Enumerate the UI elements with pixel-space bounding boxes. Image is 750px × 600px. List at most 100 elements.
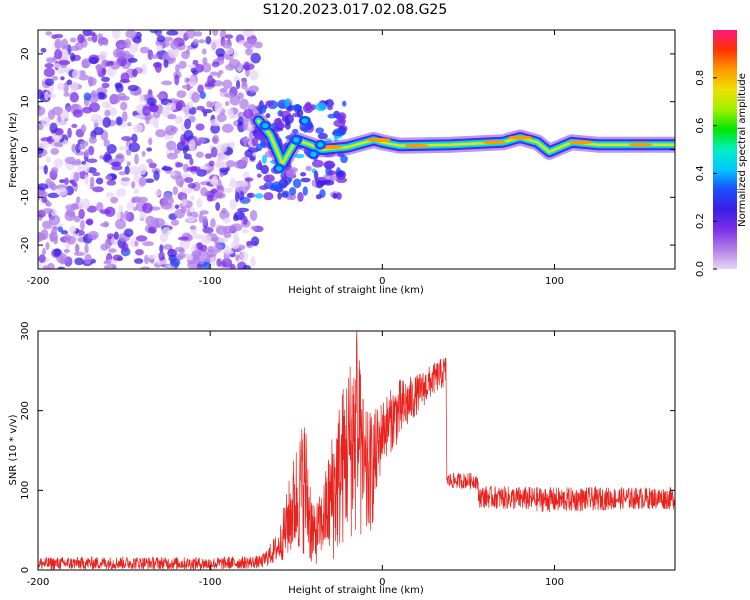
transition-blob (261, 154, 268, 164)
transition-blob (311, 159, 324, 168)
noise-blob (100, 222, 109, 227)
noise-blob (131, 197, 140, 203)
noise-blob (97, 33, 103, 40)
transition-blob (315, 127, 324, 134)
noise-blob (127, 84, 139, 92)
noise-blob (161, 226, 171, 237)
x-tick-label: 0 (379, 276, 385, 287)
noise-blob (84, 243, 89, 254)
noise-blob (221, 123, 234, 134)
noise-blob (215, 47, 226, 57)
noise-blob (203, 261, 211, 269)
transition-blob (256, 173, 262, 178)
noise-blob (166, 152, 178, 160)
noise-blob (71, 143, 77, 153)
transition-blob (305, 165, 312, 172)
noise-blob (53, 158, 64, 168)
transition-blob (323, 162, 336, 168)
noise-blob (44, 78, 55, 86)
noise-blob (219, 87, 228, 93)
noise-blob (92, 172, 101, 177)
transition-blob (338, 118, 347, 124)
noise-blob (134, 153, 139, 165)
transition-blob (315, 102, 327, 112)
noise-blob (174, 204, 180, 210)
noise-blob (188, 106, 197, 115)
noise-blob (167, 113, 177, 120)
noise-blob (46, 57, 56, 64)
noise-blob (196, 197, 203, 208)
noise-blob (175, 101, 183, 112)
noise-blob (83, 162, 90, 173)
transition-patch-core (276, 166, 283, 172)
ridge-hot-core (366, 137, 391, 142)
transition-blob (263, 174, 275, 183)
noise-blob (60, 48, 69, 59)
transition-blob (259, 185, 269, 191)
noise-blob (200, 234, 213, 244)
noise-blob (147, 226, 155, 234)
noise-blob (116, 210, 121, 220)
noise-blob (84, 174, 89, 186)
noise-blob (105, 192, 115, 198)
noise-blob (181, 199, 188, 207)
noise-blob (51, 106, 64, 116)
noise-blob (159, 244, 164, 253)
noise-blob (228, 58, 241, 69)
noise-blob (121, 50, 131, 59)
noise-blob (89, 176, 95, 187)
noise-blob (138, 93, 145, 103)
noise-blob (118, 204, 124, 212)
transition-blob (300, 177, 311, 183)
noise-blob (205, 249, 218, 257)
noise-blob (196, 169, 207, 177)
noise-blob (115, 116, 123, 126)
noise-blob (72, 109, 83, 118)
noise-blob (40, 47, 47, 53)
noise-blob (118, 171, 126, 176)
noise-blob (222, 79, 233, 89)
noise-blob (74, 243, 80, 254)
noise-blob (245, 48, 253, 56)
noise-blob (80, 124, 87, 133)
noise-blob (70, 81, 79, 91)
noise-blob (77, 33, 85, 44)
noise-blob (211, 61, 220, 68)
noise-blob (41, 196, 48, 203)
noise-blob (70, 103, 79, 111)
noise-blob (123, 210, 130, 221)
noise-blob (80, 219, 85, 231)
ridge-hot-core (508, 135, 533, 140)
noise-blob (75, 196, 81, 204)
noise-blob (155, 129, 166, 138)
noise-blob (197, 84, 204, 94)
noise-blob (217, 237, 229, 243)
transition-blob (284, 98, 291, 108)
noise-blob (228, 180, 241, 189)
noise-blob (148, 117, 160, 125)
noise-blob (88, 31, 96, 37)
noise-blob (121, 242, 129, 252)
noise-blob (198, 256, 206, 265)
noise-blob (138, 164, 147, 176)
snr-y-axis-label: SNR (10 * v/v) (8, 414, 19, 485)
noise-blob (145, 215, 155, 226)
noise-blob (189, 225, 197, 230)
noise-blob (181, 106, 190, 114)
noise-blob (242, 216, 248, 226)
noise-blob (175, 175, 185, 187)
noise-blob (224, 34, 234, 39)
transition-blob (285, 114, 294, 124)
noise-blob (205, 35, 212, 45)
colorbar: 0.0 0.2 0.4 0.6 0.8 Normalized spectral ampl… (695, 30, 748, 277)
transition-blob (271, 181, 283, 191)
ridge-hot-core (482, 140, 507, 145)
noise-blob (49, 180, 55, 190)
noise-blob (191, 250, 202, 258)
noise-blob (75, 158, 81, 164)
transition-patch-core (293, 137, 300, 143)
noise-blob (184, 144, 190, 152)
noise-blob (224, 92, 235, 98)
noise-blob (249, 209, 258, 221)
noise-blob (48, 84, 55, 94)
